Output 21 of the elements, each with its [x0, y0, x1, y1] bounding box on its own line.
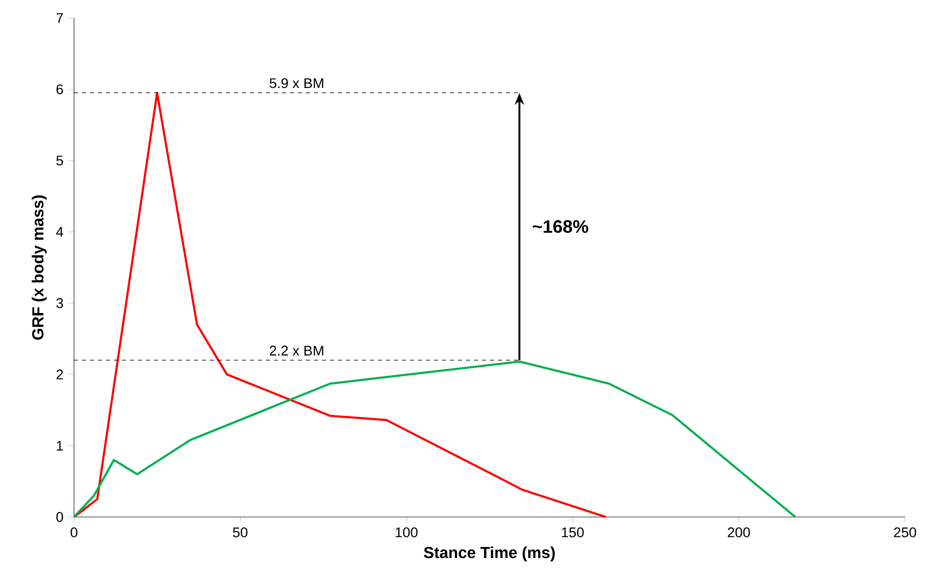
y-tick-label: 7	[56, 13, 63, 23]
x-tick-label: 150	[562, 527, 584, 538]
y-tick-label: 1	[56, 440, 63, 451]
line-series	[72, 92, 607, 518]
y-axis-title: GRF (x body mass)	[32, 195, 47, 340]
y-tick-label: 3	[56, 298, 63, 308]
y-tick-label: 2	[56, 370, 63, 380]
line-series	[72, 360, 796, 518]
x-tick-label: 0	[70, 527, 78, 538]
x-tick-label: 250	[894, 527, 916, 538]
y-tick-label: 5	[56, 156, 64, 166]
y-tick-label: 4	[56, 227, 64, 237]
x-tick-label: 100	[396, 527, 418, 538]
x-tick-label: 200	[728, 527, 750, 538]
y-tick-label: 0	[56, 512, 64, 522]
y-tick-label: 6	[56, 84, 63, 94]
x-axis-title: Stance Time (ms)	[424, 546, 555, 562]
ref-line-label: 2.2 x BM	[270, 346, 324, 356]
ref-line-label: 5.9 x BM	[270, 78, 324, 88]
annotation: ~168%	[532, 220, 588, 233]
x-tick-label: 50	[232, 527, 248, 538]
